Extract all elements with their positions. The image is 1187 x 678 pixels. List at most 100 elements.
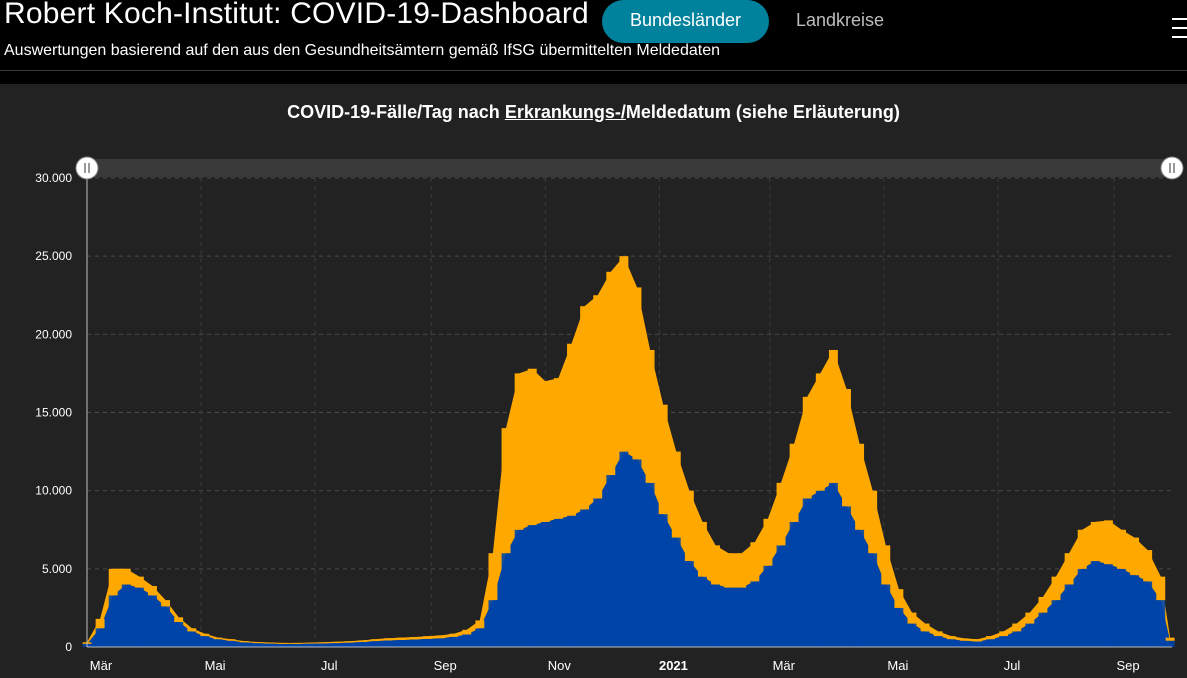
bar-primary: [292, 643, 301, 647]
bar-secondary: [658, 404, 668, 515]
y-tick-label: 25.000: [35, 249, 72, 263]
bar-secondary: [763, 518, 773, 566]
bar-primary: [697, 576, 707, 647]
bar-primary: [658, 514, 668, 647]
bar-secondary: [396, 637, 406, 640]
x-tick-label: Mai: [205, 658, 226, 673]
bar-primary: [593, 498, 603, 647]
bar-primary: [344, 642, 354, 647]
bar-secondary: [802, 396, 812, 499]
bar-secondary: [501, 428, 511, 554]
bar-primary: [907, 623, 917, 647]
bar-secondary: [697, 521, 707, 577]
bar-primary: [357, 641, 367, 647]
bar-secondary: [305, 642, 315, 644]
bar-secondary: [239, 641, 249, 643]
bar-secondary: [606, 271, 616, 476]
series-primary-area: [87, 451, 1171, 647]
bar-primary: [121, 584, 131, 647]
bar-secondary: [357, 640, 367, 642]
bar-primary: [305, 643, 315, 647]
bar-secondary: [318, 642, 328, 644]
bar-secondary: [514, 373, 524, 530]
bar-primary: [567, 515, 576, 647]
bar-secondary: [1165, 637, 1175, 641]
bar-primary: [409, 639, 419, 647]
bar-secondary: [1117, 529, 1126, 569]
bar-primary: [972, 641, 982, 647]
bar-primary: [1165, 640, 1175, 647]
bar-primary: [855, 529, 865, 647]
range-handle-left-icon[interactable]: [75, 156, 99, 180]
bar-secondary: [95, 618, 105, 629]
bar-secondary: [278, 642, 288, 644]
bar-primary: [959, 640, 969, 647]
bar-primary: [501, 553, 511, 647]
bar-primary: [671, 537, 681, 647]
bar-primary: [148, 595, 157, 647]
bar-secondary: [567, 343, 576, 516]
range-slider-track[interactable]: [87, 159, 1172, 177]
bar-secondary: [462, 629, 472, 635]
bar-secondary: [907, 612, 917, 624]
bar-secondary: [933, 631, 943, 637]
bar-secondary: [1130, 537, 1140, 576]
range-handle-right-icon[interactable]: [1160, 156, 1184, 180]
bar-primary: [134, 587, 144, 647]
bar-secondary: [1103, 520, 1113, 565]
hamburger-menu-icon[interactable]: [1172, 18, 1187, 40]
bar-primary: [540, 521, 550, 647]
bar-primary: [95, 628, 105, 647]
bar-primary: [239, 642, 249, 647]
app-title: Robert Koch-Institut: COVID-19-Dashboard: [4, 0, 589, 30]
bar-primary: [174, 621, 184, 647]
bar-secondary: [265, 642, 275, 644]
bar-primary: [213, 639, 223, 647]
bar-secondary: [593, 295, 603, 499]
bar-primary: [868, 553, 878, 647]
tab-bundeslaender[interactable]: Bundesländer: [602, 0, 769, 43]
bar-primary: [842, 506, 851, 647]
bar-primary: [986, 639, 996, 647]
bar-secondary: [553, 378, 563, 519]
bar-primary: [475, 628, 485, 647]
bar-primary: [462, 634, 472, 647]
bar-secondary: [684, 490, 694, 562]
bar-secondary: [292, 642, 301, 644]
bar-primary: [436, 638, 446, 647]
bar-primary: [894, 607, 904, 647]
app-subtitle: Auswertungen basierend auf den aus den G…: [4, 42, 720, 59]
x-tick-label: Jul: [321, 658, 338, 673]
bar-primary: [514, 529, 524, 647]
bar-secondary: [344, 641, 354, 643]
series-secondary-area: [87, 256, 1171, 644]
bar-primary: [789, 521, 799, 647]
y-tick-label: 15.000: [35, 406, 72, 420]
bar-primary: [226, 640, 236, 647]
bar-primary: [331, 643, 341, 647]
bar-secondary: [1143, 550, 1153, 582]
bar-secondary: [331, 641, 341, 644]
bar-secondary: [1025, 612, 1035, 624]
bar-secondary: [370, 639, 380, 642]
bar-primary: [1051, 600, 1061, 647]
bar-primary: [161, 606, 171, 647]
chart-title-prefix: COVID-19-Fälle/Tag nach: [287, 102, 505, 122]
bar-primary: [999, 636, 1009, 647]
tab-landkreise[interactable]: Landkreise: [796, 10, 885, 30]
bar-primary: [1077, 568, 1087, 647]
bar-secondary: [121, 568, 131, 585]
chart-title-link[interactable]: Erkrankungs-/: [504, 102, 626, 122]
bar-primary: [187, 631, 197, 647]
bar-secondary: [815, 373, 825, 491]
bar-secondary: [894, 589, 904, 608]
bar-primary: [200, 636, 210, 647]
app-header: Robert Koch-Institut: COVID-19-Dashboard…: [0, 0, 1187, 72]
x-tick-label: Sep: [1116, 658, 1139, 673]
bar-secondary: [108, 568, 118, 596]
y-tick-label: 20.000: [35, 327, 72, 341]
bar-primary: [1038, 612, 1048, 647]
bar-primary: [1064, 584, 1074, 647]
bar-primary: [606, 475, 616, 647]
bar-secondary: [737, 553, 747, 588]
